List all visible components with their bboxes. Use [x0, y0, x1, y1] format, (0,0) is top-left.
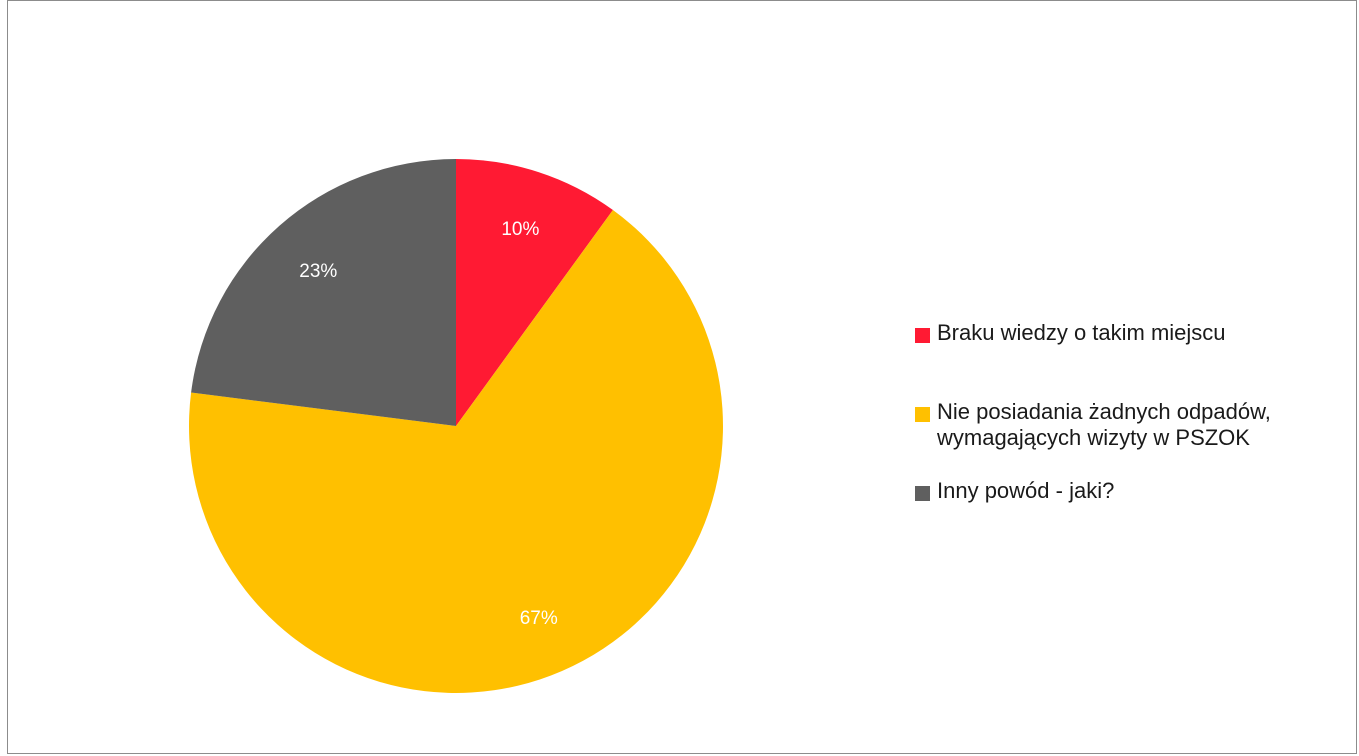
legend-item-braku-wiedzy: Braku wiedzy o takim miejscu [915, 320, 1226, 346]
legend-label-inny-powod: Inny powód - jaki? [937, 478, 1115, 503]
legend-swatch-inny-powod [915, 486, 930, 501]
pie-data-labels: 10% 67% 23% [299, 219, 558, 629]
legend-swatch-braku-wiedzy [915, 328, 930, 343]
legend-label-nie-posiadania: Nie posiadania żadnych odpadów, wymagają… [937, 399, 1271, 450]
pie-slices [188, 159, 723, 693]
legend-swatch-nie-posiadania [915, 407, 930, 422]
data-label-nie-posiadania: 67% [520, 608, 558, 629]
legend-label-braku-wiedzy: Braku wiedzy o takim miejscu [937, 320, 1226, 345]
pie-slice-nie-posiadania [188, 209, 723, 693]
pie-slice-inny-powod [191, 159, 456, 426]
legend-item-nie-posiadania: Nie posiadania żadnych odpadów, wymagają… [915, 399, 1271, 451]
legend-item-inny-powod: Inny powód - jaki? [915, 478, 1114, 504]
data-label-braku-wiedzy: 10% [501, 219, 539, 240]
data-label-inny-powod: 23% [299, 261, 337, 282]
pie-slice-braku-wiedzy [456, 159, 613, 426]
